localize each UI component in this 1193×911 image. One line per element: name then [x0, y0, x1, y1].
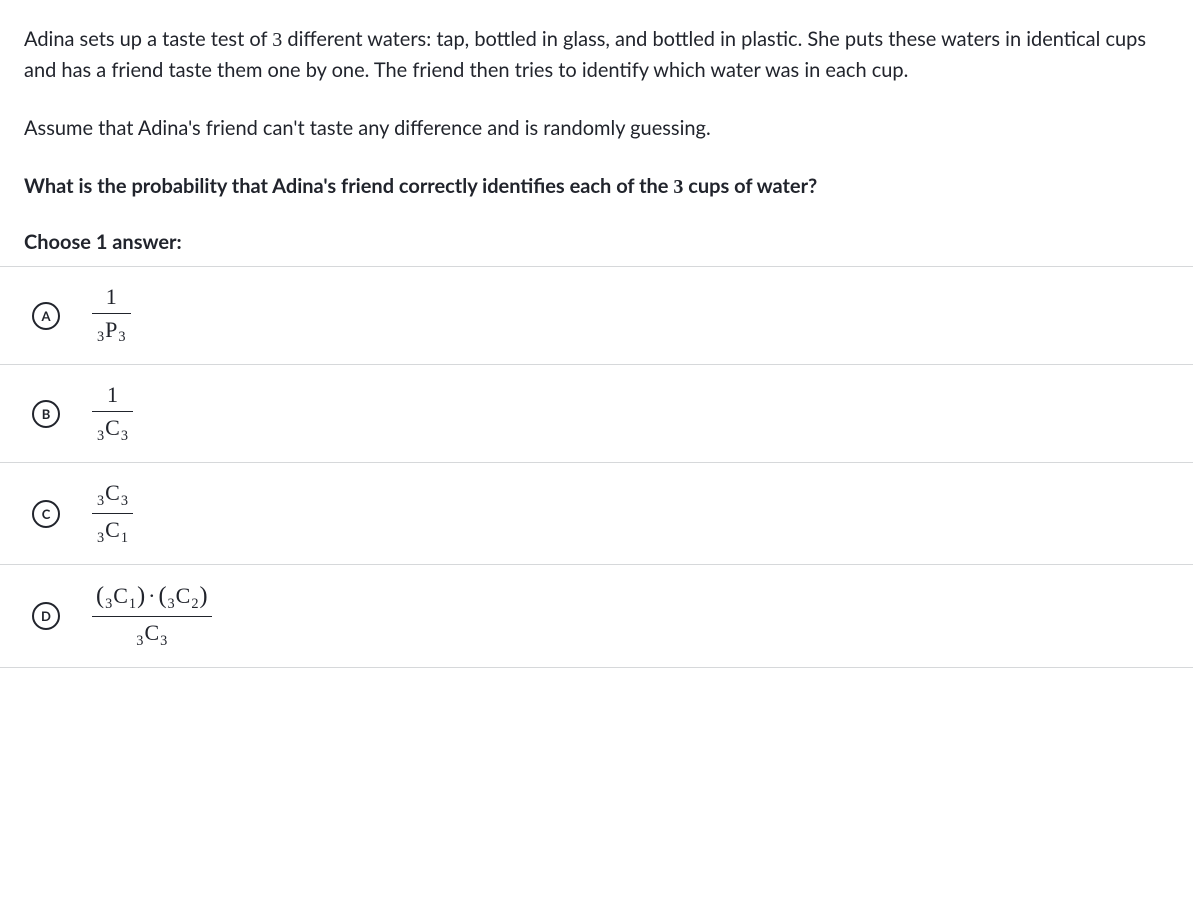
answer-option-b[interactable]: B 13C3 — [0, 365, 1193, 463]
answer-formula-d: (3C1)·(3C2)3C3 — [92, 583, 212, 649]
prompt-paragraph: What is the probability that Adina's fri… — [24, 171, 1169, 202]
question-container: Adina sets up a taste test of 3 differen… — [0, 0, 1193, 692]
answer-option-d[interactable]: D (3C1)·(3C2)3C3 — [0, 565, 1193, 667]
answer-letter-b: B — [32, 400, 60, 428]
question-intro: Adina sets up a taste test of 3 differen… — [24, 24, 1169, 85]
question-prompt: What is the probability that Adina's fri… — [24, 171, 1169, 202]
answers-list: A 13P3 B 13C3 C 3C33C1 D (3C1)·(3C2)3C3 — [0, 266, 1193, 668]
question-assumption: Assume that Adina's friend can't taste a… — [24, 113, 1169, 143]
choose-answer-label: Choose 1 answer: — [24, 230, 1169, 254]
answer-letter-a: A — [32, 302, 60, 330]
answer-formula-a: 13P3 — [92, 285, 131, 346]
answer-option-a[interactable]: A 13P3 — [0, 267, 1193, 365]
assumption-paragraph: Assume that Adina's friend can't taste a… — [24, 113, 1169, 143]
answer-option-c[interactable]: C 3C33C1 — [0, 463, 1193, 565]
answer-letter-c: C — [32, 500, 60, 528]
answer-letter-d: D — [32, 602, 60, 630]
answer-formula-b: 13C3 — [92, 383, 133, 444]
intro-paragraph: Adina sets up a taste test of 3 differen… — [24, 24, 1169, 85]
answer-formula-c: 3C33C1 — [92, 481, 133, 546]
